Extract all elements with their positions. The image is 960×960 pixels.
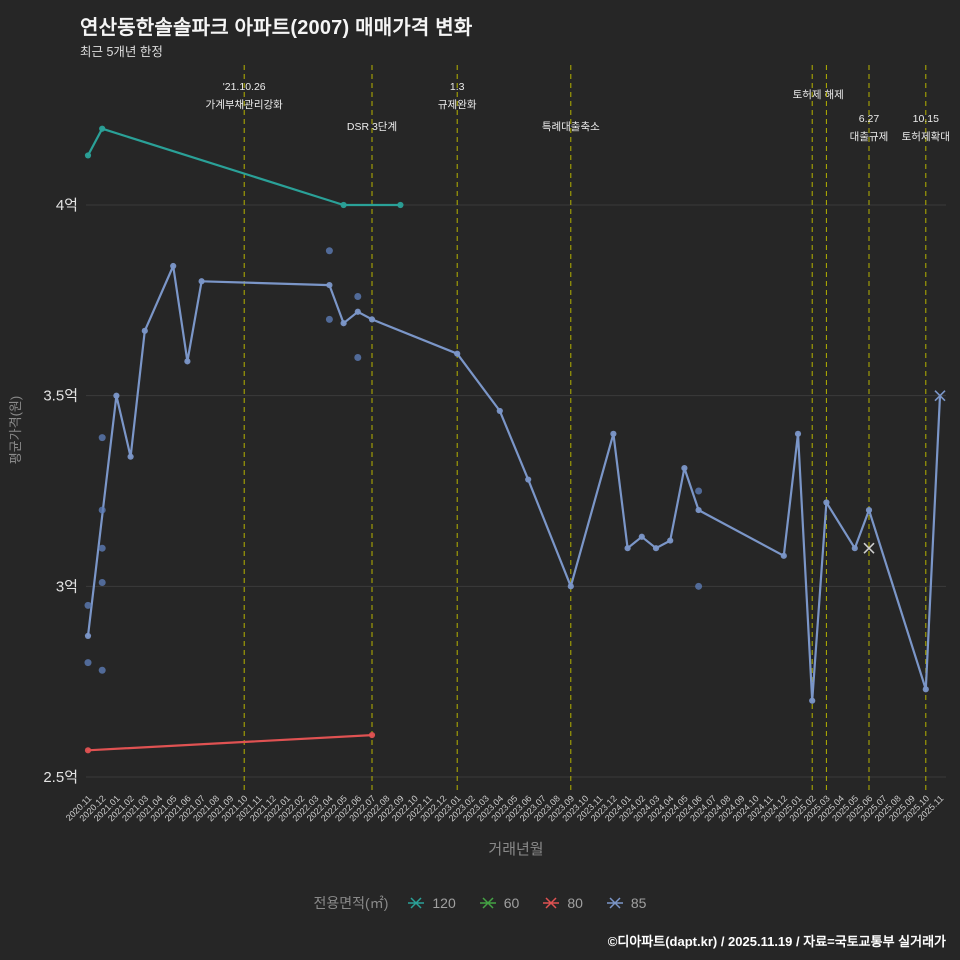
svg-text:가계부채관리강화: 가계부채관리강화	[206, 99, 284, 111]
series-85	[84, 262, 942, 704]
legend-item-label: 120	[432, 895, 456, 911]
legend-items: 120 60 80 85	[406, 895, 646, 911]
y-grid: 4억 3.5억 3억 2.5억	[43, 197, 946, 786]
legend-marker-icon	[408, 897, 425, 909]
svg-text:특례대출축소: 특례대출축소	[542, 121, 600, 133]
page-title: 연산동한솔솔파크 아파트(2007) 매매가격 변화	[80, 17, 473, 39]
x-marker	[934, 390, 946, 402]
series-120	[84, 125, 404, 209]
svg-text:3.5억: 3.5억	[43, 388, 78, 405]
x-tick-labels: 2020.112020.122021.012021.022021.032021.…	[64, 793, 946, 823]
legend-marker-icon	[543, 897, 560, 909]
footer-credit: ©디아파트(dapt.kr) / 2025.11.19 / 자료=국토교통부 실…	[607, 934, 946, 949]
legend-marker-icon	[606, 897, 623, 909]
svg-text:규제완화: 규제완화	[438, 98, 477, 111]
y-axis-title: 평균가격(원)	[8, 396, 23, 464]
svg-text:토허제확대: 토허제확대	[902, 130, 950, 143]
legend-item-85[interactable]: 85	[605, 895, 647, 911]
svg-text:4억: 4억	[56, 197, 78, 214]
legend-item-label: 60	[503, 895, 520, 911]
legend-item-80[interactable]: 80	[541, 895, 583, 911]
series-80	[84, 731, 376, 754]
legend-marker-icon	[479, 897, 496, 909]
page-subtitle: 최근 5개년 한정	[80, 45, 163, 59]
legend-item-60[interactable]: 60	[478, 895, 520, 911]
svg-text:대출규제: 대출규제	[850, 131, 889, 143]
svg-text:토허제 해제: 토허제 해제	[793, 88, 844, 101]
svg-text:1.3: 1.3	[450, 81, 465, 93]
x-axis-title: 거래년월	[488, 841, 543, 858]
svg-text:3억: 3억	[56, 578, 78, 595]
legend-item-label: 85	[630, 895, 647, 911]
legend: 전용면적(㎡) 120 60 80 85	[0, 893, 960, 913]
legend-item-label: 80	[567, 895, 583, 911]
svg-text:10.15: 10.15	[913, 113, 939, 125]
svg-text:DSR 3단계: DSR 3단계	[347, 121, 397, 133]
x-marker	[863, 542, 875, 554]
svg-text:'21.10.26: '21.10.26	[223, 81, 266, 93]
legend-item-120[interactable]: 120	[406, 895, 456, 911]
scatter-points	[84, 247, 703, 674]
svg-text:6.27: 6.27	[859, 113, 880, 125]
price-chart: 4억 3.5억 3억 2.5억 평균가격(원) 거래년월 2020.112020.12202…	[8, 65, 950, 858]
legend-title: 전용면적(㎡)	[313, 895, 389, 911]
svg-text:2.5억: 2.5억	[43, 769, 78, 786]
